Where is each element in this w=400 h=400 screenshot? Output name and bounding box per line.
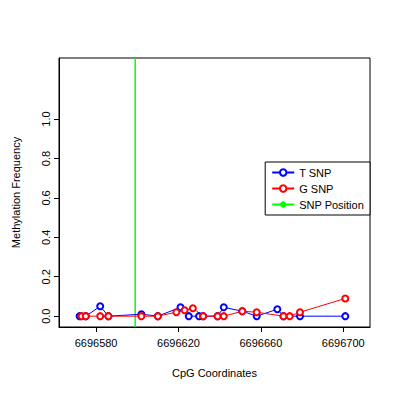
svg-text:1.0: 1.0 — [40, 111, 52, 126]
svg-text:0.4: 0.4 — [40, 230, 52, 245]
svg-text:T SNP: T SNP — [299, 167, 331, 179]
svg-text:CpG Coordinates: CpG Coordinates — [172, 367, 257, 379]
svg-text:6696660: 6696660 — [239, 337, 282, 349]
svg-text:SNP Position: SNP Position — [299, 199, 364, 211]
svg-text:6696620: 6696620 — [157, 337, 200, 349]
svg-text:G SNP: G SNP — [299, 183, 333, 195]
svg-text:0.2: 0.2 — [40, 269, 52, 284]
svg-text:0.8: 0.8 — [40, 151, 52, 166]
svg-text:0.6: 0.6 — [40, 190, 52, 205]
svg-text:Methylation Frequency: Methylation Frequency — [10, 136, 22, 248]
svg-text:0.0: 0.0 — [40, 309, 52, 324]
svg-text:6696700: 6696700 — [322, 337, 365, 349]
svg-text:6696580: 6696580 — [75, 337, 118, 349]
